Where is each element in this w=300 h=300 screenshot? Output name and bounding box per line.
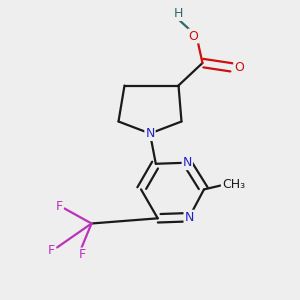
Text: N: N: [145, 127, 155, 140]
Text: O: O: [189, 29, 198, 43]
Text: F: F: [79, 248, 86, 262]
Text: N: N: [184, 211, 194, 224]
Text: CH₃: CH₃: [222, 178, 245, 191]
Text: O: O: [234, 61, 244, 74]
Text: F: F: [56, 200, 63, 214]
Text: F: F: [48, 244, 55, 257]
Text: H: H: [174, 7, 183, 20]
Text: N: N: [183, 156, 192, 169]
